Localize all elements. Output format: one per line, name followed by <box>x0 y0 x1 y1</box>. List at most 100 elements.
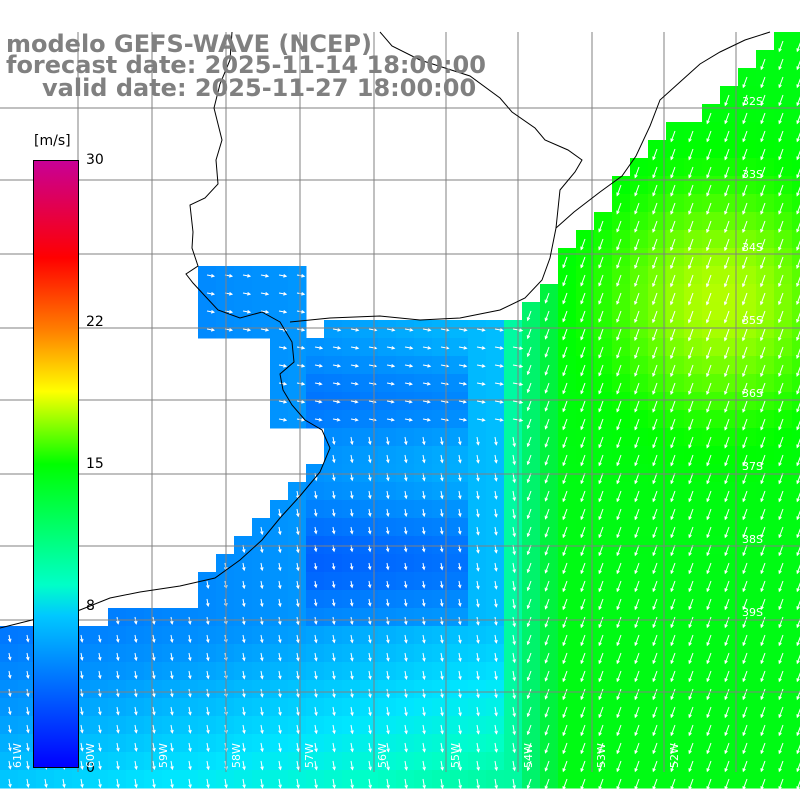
wind-vector <box>278 382 287 385</box>
wind-vector <box>760 76 766 88</box>
wind-vector-head <box>499 328 504 332</box>
wind-vector-head <box>688 480 692 485</box>
wind-vector <box>242 562 245 571</box>
wind-vector-head <box>562 318 566 323</box>
wind-vector-head <box>544 461 549 466</box>
wind-vector-head <box>26 765 30 770</box>
wind-vector <box>616 310 622 323</box>
wind-vector <box>580 526 586 538</box>
wind-vector <box>527 454 532 465</box>
wind-vector-head <box>426 418 432 422</box>
wind-vector <box>652 310 658 323</box>
wind-vector <box>314 706 317 716</box>
wind-vector-head <box>778 588 782 593</box>
wind-vector <box>332 382 340 385</box>
wind-vector-head <box>688 444 692 449</box>
wind-vector-head <box>760 552 764 557</box>
wind-vector <box>98 634 101 642</box>
wind-vector <box>527 400 532 411</box>
wind-vector <box>778 508 784 520</box>
wind-vector <box>494 634 497 643</box>
wind-speed-cell <box>792 554 800 573</box>
wind-vector <box>8 724 11 733</box>
wind-vector <box>706 328 712 341</box>
wind-vector-head <box>562 282 566 287</box>
wind-vector <box>422 670 425 680</box>
wind-vector-head <box>242 603 246 608</box>
wind-vector <box>562 742 568 754</box>
wind-vector <box>598 724 604 736</box>
wind-vector <box>616 346 622 358</box>
wind-vector-head <box>494 785 498 790</box>
wind-vector-head <box>616 552 620 557</box>
wind-vector <box>706 652 712 664</box>
wind-vector-head <box>634 714 638 719</box>
wind-vector <box>350 778 354 788</box>
wind-vector-head <box>404 784 408 789</box>
wind-vector <box>152 670 155 679</box>
wind-vector-head <box>652 570 656 575</box>
wind-vector <box>760 184 766 196</box>
wind-vector <box>512 436 516 447</box>
wind-vector <box>616 760 622 772</box>
wind-vector <box>206 652 209 661</box>
wind-vector-head <box>778 138 782 143</box>
wind-vector-head <box>706 408 710 413</box>
wind-vector-head <box>760 534 764 539</box>
wind-vector <box>634 310 640 323</box>
wind-vector-head <box>206 766 210 771</box>
wind-vector-head <box>152 784 156 789</box>
wind-vector <box>634 454 640 466</box>
wind-vector <box>296 616 299 625</box>
wind-vector-head <box>242 693 246 698</box>
wind-vector-head <box>688 408 692 413</box>
wind-vector <box>688 616 694 628</box>
wind-vector <box>545 778 550 789</box>
wind-vector-head <box>278 549 282 554</box>
latitude-label: 37S <box>742 460 763 473</box>
wind-vector <box>134 742 137 751</box>
wind-vector <box>688 130 694 142</box>
wind-vector <box>724 238 730 251</box>
wind-vector <box>278 418 287 421</box>
wind-vector <box>562 382 568 394</box>
wind-vector-head <box>314 730 318 735</box>
longitude-label: 58W <box>230 743 243 768</box>
wind-vector <box>778 130 784 142</box>
wind-vector-head <box>152 747 156 752</box>
wind-vector <box>422 724 425 734</box>
wind-vector <box>706 256 712 269</box>
wind-speed-cell <box>792 374 800 393</box>
wind-vector-head <box>331 602 336 607</box>
wind-vector-head <box>634 696 638 701</box>
wind-vector <box>616 688 622 700</box>
wind-vector <box>494 616 497 625</box>
wind-vector-head <box>368 766 372 771</box>
wind-vector-head <box>742 732 746 737</box>
wind-vector <box>616 598 622 610</box>
wind-vector-head <box>278 693 282 698</box>
wind-vector-head <box>742 534 746 539</box>
wind-vector <box>652 616 658 628</box>
wind-speed-cell <box>792 176 800 195</box>
wind-vector-head <box>705 337 710 342</box>
wind-vector <box>296 742 299 752</box>
wind-vector-head <box>724 516 728 521</box>
wind-vector-head <box>544 479 549 484</box>
wind-vector-head <box>386 477 390 482</box>
wind-vector-head <box>355 346 360 350</box>
wind-vector-head <box>796 390 800 395</box>
wind-vector-head <box>318 381 323 386</box>
wind-vector <box>314 688 317 697</box>
wind-vector-head <box>283 400 288 404</box>
wind-vector <box>512 670 516 681</box>
wind-vector-head <box>422 766 426 771</box>
wind-vector <box>98 670 101 679</box>
wind-vector-head <box>562 678 566 683</box>
wind-vector-head <box>544 569 549 574</box>
wind-vector-head <box>512 767 516 772</box>
wind-speed-cell <box>792 284 800 303</box>
wind-vector <box>476 580 479 589</box>
wind-vector <box>688 292 694 305</box>
